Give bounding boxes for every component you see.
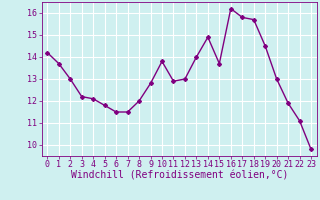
- X-axis label: Windchill (Refroidissement éolien,°C): Windchill (Refroidissement éolien,°C): [70, 171, 288, 181]
